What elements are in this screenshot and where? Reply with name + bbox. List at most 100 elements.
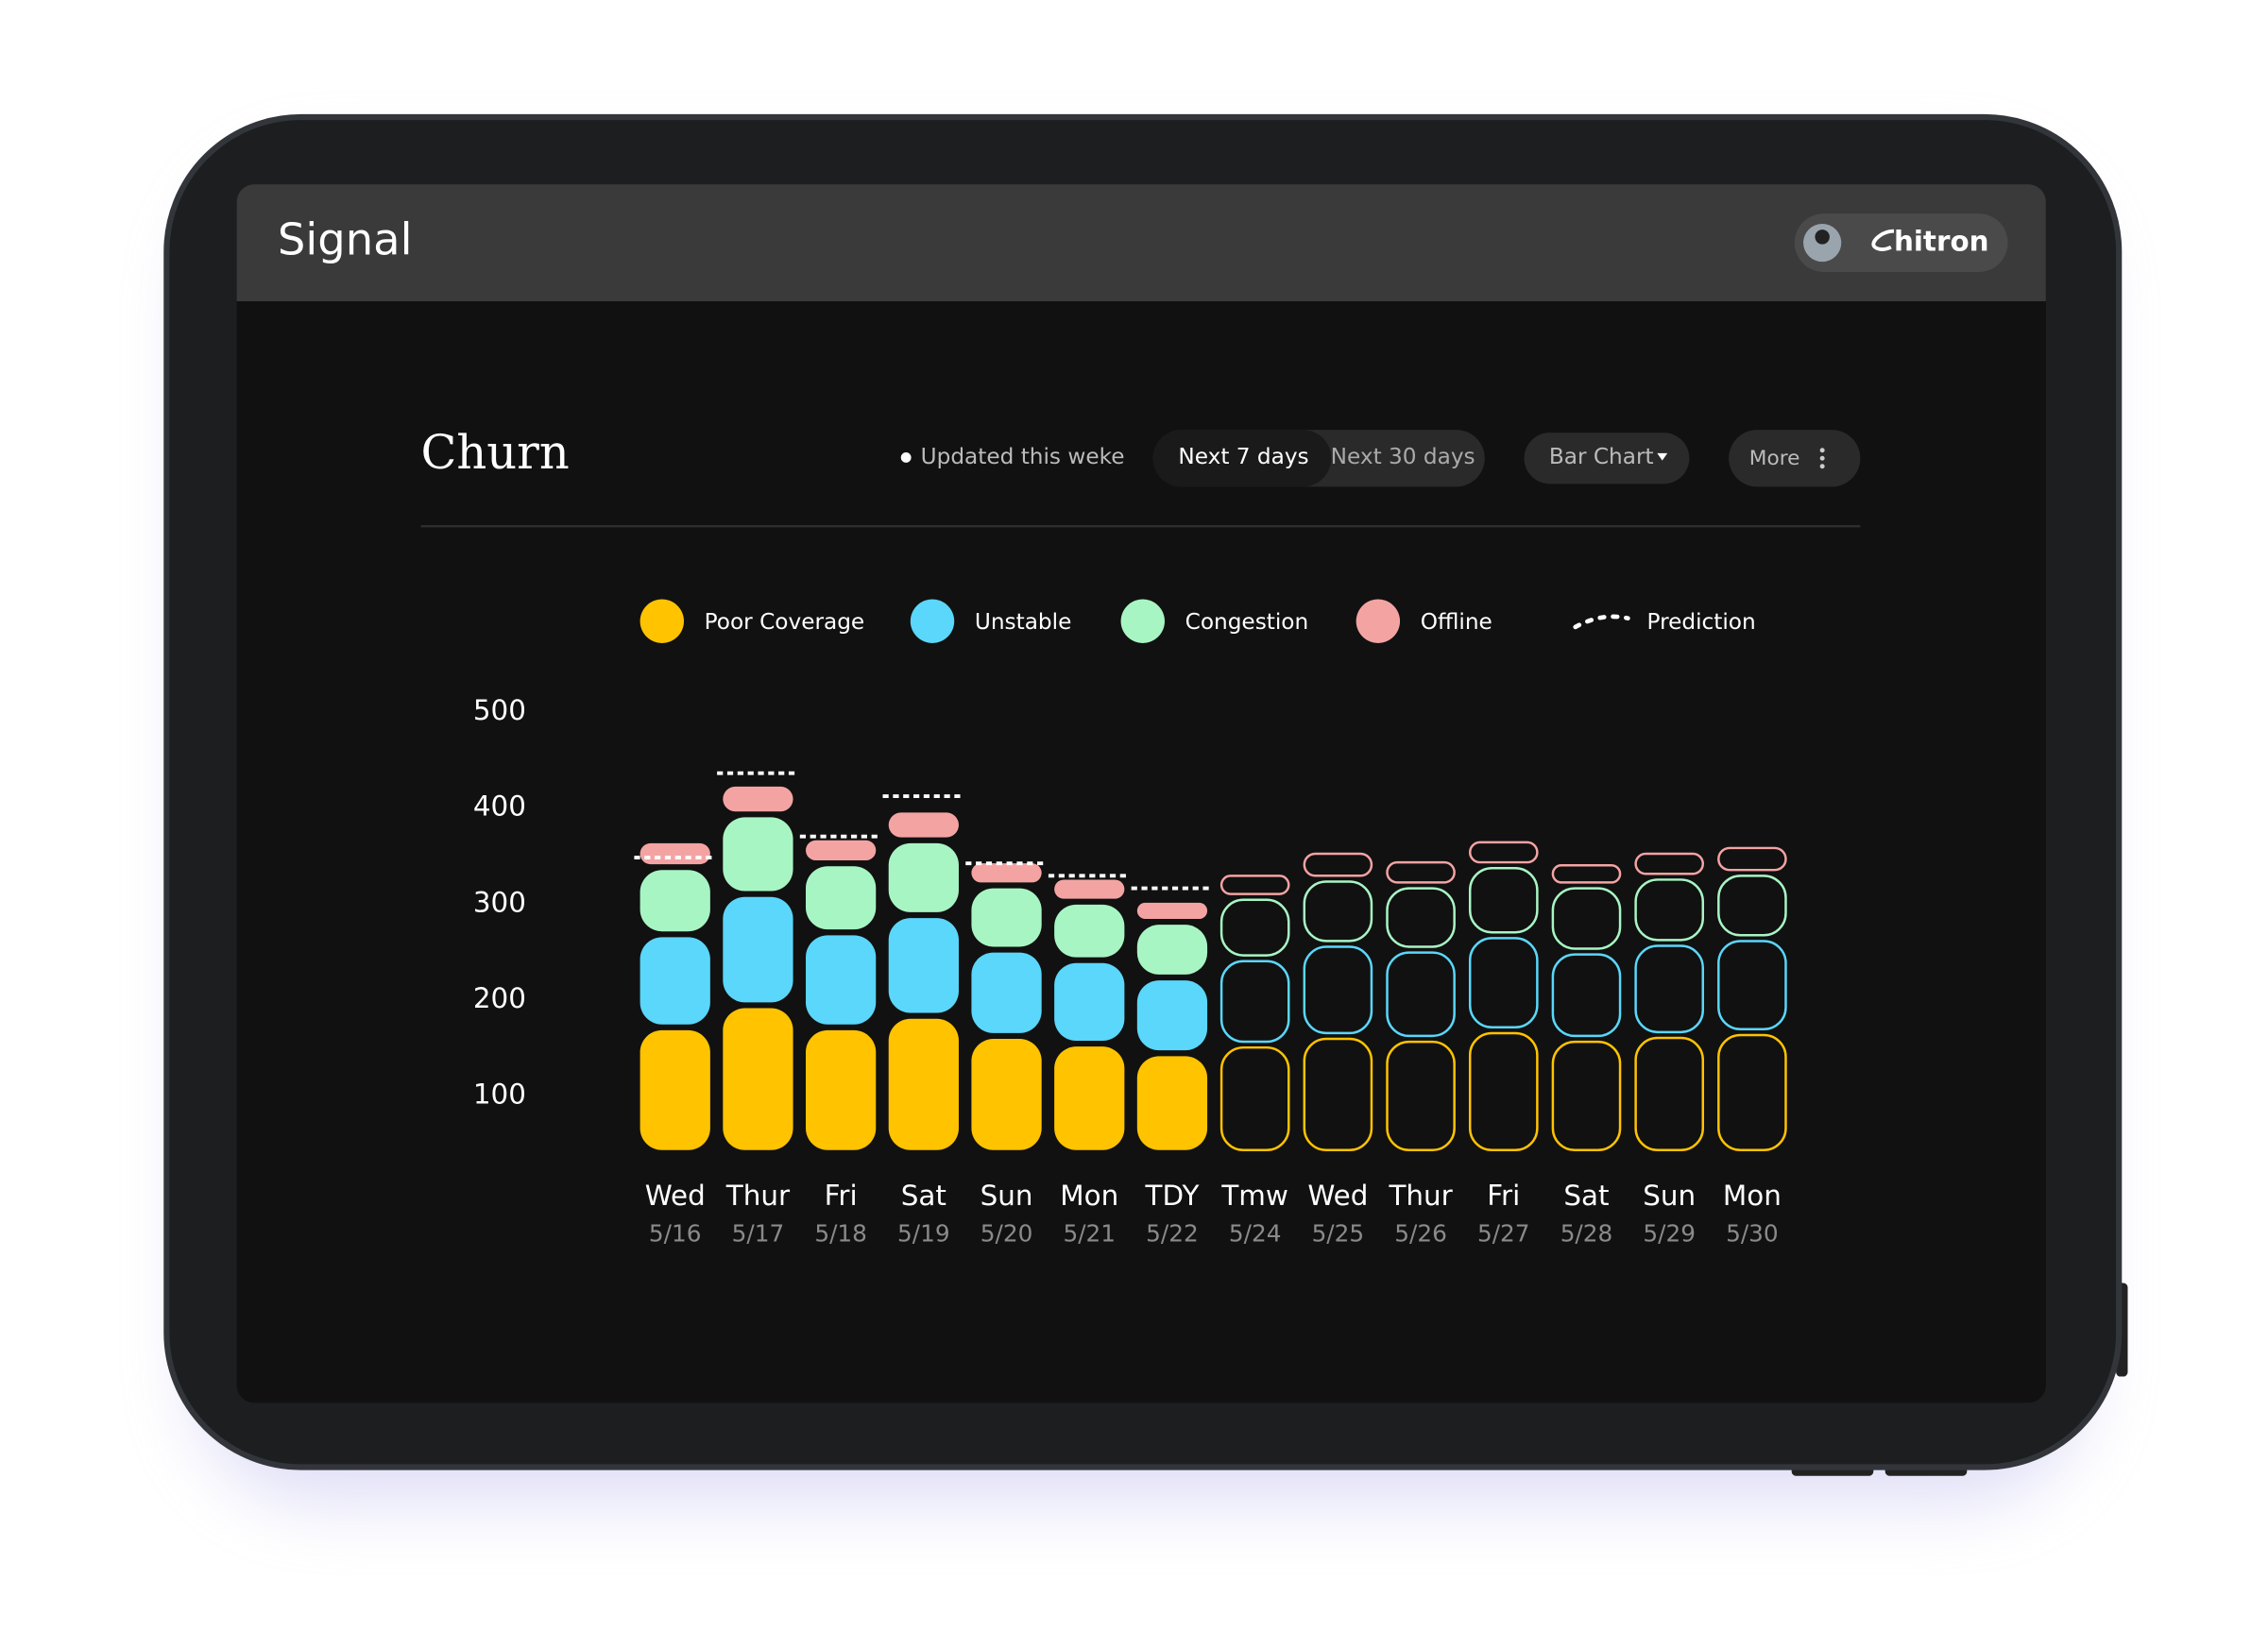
- x-tick-date: 5/29: [1643, 1219, 1696, 1247]
- bar-segment: [1054, 962, 1125, 1041]
- bar-segment: [1136, 1056, 1208, 1150]
- forecast-segment: [1717, 875, 1787, 937]
- brand-name: hitron: [1894, 226, 1989, 258]
- y-tick-label: 400: [473, 790, 526, 823]
- forecast-segment: [1468, 867, 1539, 934]
- range-active[interactable]: [1152, 430, 1332, 487]
- bar-segment: [806, 840, 877, 861]
- forecast-segment: [1634, 1036, 1705, 1152]
- forecast-segment: [1303, 852, 1373, 877]
- bar-segment: [723, 1008, 793, 1150]
- x-tick-date: 5/16: [649, 1219, 702, 1247]
- x-tick-label: Fri: [1487, 1180, 1520, 1212]
- y-tick-label: 500: [473, 694, 526, 726]
- forecast-segment: [1717, 940, 1787, 1031]
- x-tick-date: 5/20: [981, 1219, 1033, 1247]
- forecast-segment: [1468, 841, 1539, 864]
- x-tick-label: Tmw: [1220, 1180, 1288, 1212]
- x-tick-label: TDY: [1145, 1180, 1200, 1212]
- app-title: Signal: [278, 214, 413, 265]
- more-label: More: [1749, 447, 1800, 470]
- status-text: Updated this weke: [921, 444, 1125, 469]
- bar-segment: [971, 888, 1042, 947]
- account-pill[interactable]: [1794, 213, 2008, 273]
- bar-segment: [806, 866, 877, 930]
- bar-segment: [806, 1029, 877, 1150]
- bar-segment: [723, 896, 793, 1003]
- x-tick-date: 5/30: [1726, 1219, 1779, 1247]
- x-tick-label: Fri: [825, 1180, 858, 1212]
- forecast-segment: [1551, 953, 1622, 1038]
- more-icon: [1819, 448, 1825, 469]
- app-header: [236, 184, 2046, 301]
- forecast-segment: [1468, 1031, 1539, 1152]
- x-tick-date: 5/18: [814, 1219, 867, 1247]
- x-tick-label: Sat: [1563, 1180, 1609, 1212]
- x-tick-date: 5/17: [732, 1219, 785, 1247]
- legend-label: Poor Coverage: [705, 609, 865, 635]
- bar-segment: [1136, 980, 1208, 1051]
- bar-segment: [888, 842, 959, 912]
- y-tick-label: 300: [473, 886, 526, 918]
- x-tick-date: 5/25: [1312, 1219, 1365, 1247]
- forecast-segment: [1634, 852, 1705, 875]
- dropdown-caret: [1657, 452, 1668, 461]
- x-tick-label: Sun: [981, 1180, 1033, 1212]
- x-tick-label: Thur: [1388, 1180, 1453, 1212]
- bar-segment: [888, 918, 959, 1013]
- x-tick-date: 5/26: [1394, 1219, 1447, 1247]
- range-option[interactable]: Next 7 days: [1178, 444, 1308, 469]
- forecast-segment: [1551, 1040, 1622, 1152]
- range-option[interactable]: Next 30 days: [1331, 444, 1475, 469]
- x-tick-label: Mon: [1723, 1180, 1782, 1212]
- x-tick-label: Mon: [1060, 1180, 1118, 1212]
- bar-segment: [639, 1029, 710, 1150]
- x-tick-label: Sat: [901, 1180, 946, 1212]
- legend-swatch: [639, 599, 685, 643]
- avatar-head: [1815, 229, 1830, 245]
- bar-segment: [1054, 879, 1125, 899]
- more-button[interactable]: [1729, 430, 1861, 487]
- legend-label: Unstable: [975, 609, 1071, 635]
- forecast-segment: [1551, 863, 1622, 884]
- x-tick-date: 5/21: [1063, 1219, 1116, 1247]
- forecast-segment: [1634, 944, 1705, 1034]
- legend-swatch: [910, 599, 955, 643]
- x-tick-label: Wed: [1307, 1180, 1368, 1212]
- forecast-segment: [1219, 1045, 1290, 1152]
- bar-segment: [971, 863, 1042, 883]
- view-dropdown[interactable]: [1524, 433, 1690, 484]
- bar-segment: [1054, 904, 1125, 958]
- forecast-segment: [1386, 1040, 1456, 1152]
- forecast-segment: [1219, 898, 1290, 957]
- forecast-segment: [1634, 878, 1705, 942]
- chart-title: Churn: [421, 425, 570, 480]
- y-tick-label: 100: [473, 1078, 526, 1110]
- forecast-segment: [1303, 1037, 1373, 1152]
- bar-segment: [971, 1039, 1042, 1150]
- x-tick-label: Sun: [1643, 1180, 1696, 1212]
- legend-label: Prediction: [1647, 609, 1756, 635]
- bar-segment: [639, 870, 710, 932]
- forecast-segment: [1386, 860, 1456, 884]
- forecast-segment: [1468, 937, 1539, 1029]
- x-tick-date: 5/27: [1477, 1219, 1530, 1247]
- bar-segment: [1136, 925, 1208, 975]
- x-tick-label: Thur: [725, 1180, 791, 1212]
- legend-swatch: [1120, 599, 1165, 643]
- forecast-segment: [1386, 951, 1456, 1038]
- forecast-segment: [1551, 887, 1622, 950]
- bar-segment: [723, 786, 793, 812]
- bar-segment: [888, 812, 959, 838]
- forecast-segment: [1303, 880, 1373, 943]
- x-tick-date: 5/22: [1146, 1219, 1199, 1247]
- bar-segment: [971, 952, 1042, 1033]
- brand-logo: [1871, 229, 1895, 251]
- bar-segment: [1136, 902, 1208, 919]
- bar-segment: [639, 937, 710, 1025]
- status-dot: [900, 452, 912, 463]
- forecast-segment: [1717, 1033, 1787, 1152]
- forecast-segment: [1717, 846, 1787, 872]
- legend-swatch: [1573, 614, 1630, 630]
